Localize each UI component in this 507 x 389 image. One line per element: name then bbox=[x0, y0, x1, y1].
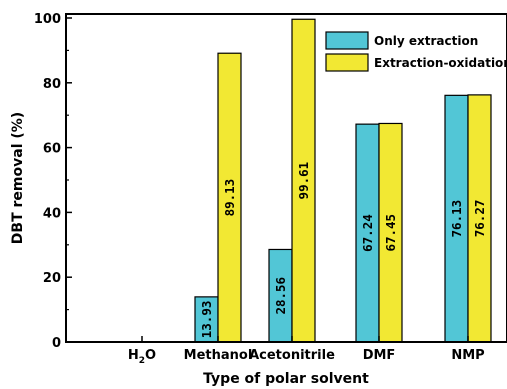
bar-value-label: 13.93 bbox=[199, 301, 214, 339]
y-tick-label: 60 bbox=[43, 142, 61, 157]
x-tick-label: Methanol bbox=[184, 348, 253, 363]
y-tick-label: 0 bbox=[52, 336, 61, 351]
bar-value-label: 67.45 bbox=[383, 214, 398, 252]
bar-value-label: 99.61 bbox=[296, 162, 311, 200]
y-tick-label: 40 bbox=[43, 206, 61, 221]
y-tick-label: 100 bbox=[34, 12, 61, 27]
bar-value-label: 76.13 bbox=[449, 200, 464, 238]
x-axis-title: Type of polar solvent bbox=[203, 371, 369, 387]
x-tick-label: H2O bbox=[128, 348, 156, 366]
bars-layer bbox=[194, 18, 492, 343]
y-tick-label: 20 bbox=[43, 271, 61, 286]
y-axis-title: DBT removal (%) bbox=[10, 112, 26, 244]
y-axis-ticks: 0 20 40 60 80 100 bbox=[34, 12, 72, 351]
x-tick-label: DMF bbox=[363, 348, 396, 363]
plot-frame bbox=[65, 13, 507, 343]
bar-value-label: 67.24 bbox=[360, 214, 375, 252]
legend: Only extraction Extraction-oxidation bbox=[325, 31, 507, 72]
bar-value-label: 89.13 bbox=[222, 179, 237, 217]
y-tick-label: 80 bbox=[43, 77, 61, 92]
legend-label: Only extraction bbox=[374, 34, 478, 48]
x-tick-label: NMP bbox=[451, 348, 484, 363]
bar-value-label: 28.56 bbox=[273, 277, 288, 315]
bar-labels-layer: 13.93 28.56 67.24 76.13 89.13 99.61 67.45 76.27 bbox=[199, 162, 487, 338]
x-tick-label: Acetonitrile bbox=[249, 348, 335, 363]
legend-label: Extraction-oxidation bbox=[374, 56, 507, 70]
legend-swatch bbox=[325, 53, 369, 72]
legend-swatch bbox=[325, 31, 369, 50]
bar-value-label: 76.27 bbox=[472, 200, 487, 238]
